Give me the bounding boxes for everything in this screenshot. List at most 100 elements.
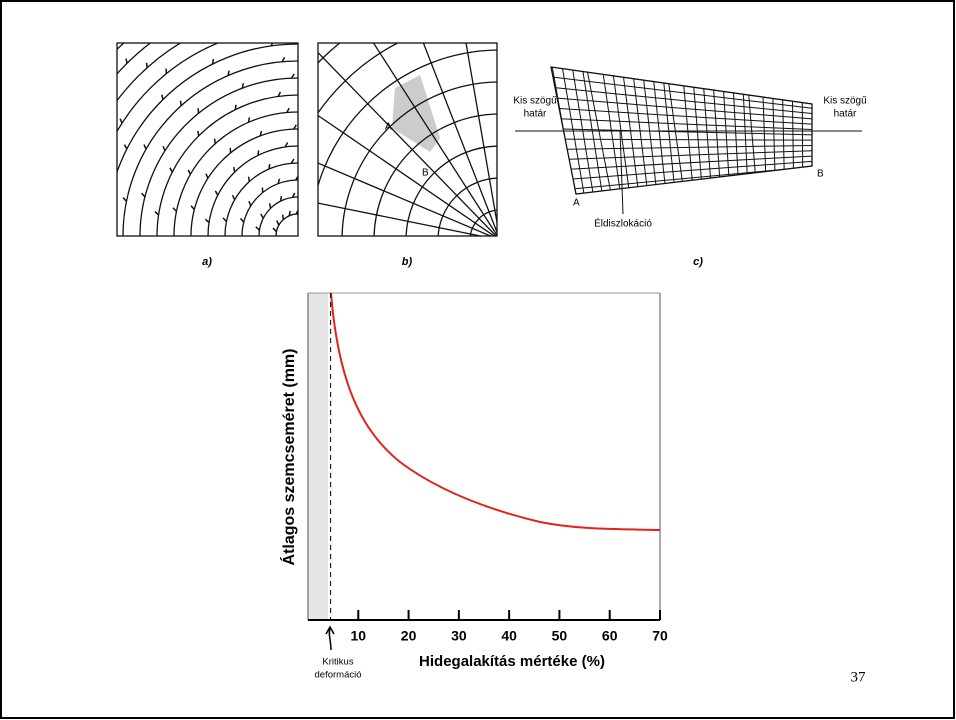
grid-line-v xyxy=(741,67,749,194)
dislocation xyxy=(270,43,274,47)
grid-line-h xyxy=(551,128,812,136)
grid-line-h xyxy=(551,85,812,115)
grid-line-v xyxy=(801,67,804,194)
dislocation xyxy=(54,196,58,199)
grid-ray xyxy=(318,114,496,236)
grid-line-v xyxy=(721,67,731,194)
figure-b-frame xyxy=(317,42,498,237)
dislocation xyxy=(125,58,128,64)
x-axis-label: Hidegalakítás mértéke (%) xyxy=(419,653,605,670)
dislocation xyxy=(284,142,289,148)
point-label: B xyxy=(422,168,429,179)
dislocation xyxy=(79,122,81,126)
dislocation xyxy=(204,218,210,224)
dislocation xyxy=(92,181,95,185)
dislocation xyxy=(268,203,272,209)
grid-line-v xyxy=(560,67,586,194)
page-number: 37 xyxy=(851,669,867,685)
dislocation xyxy=(224,36,225,41)
dislocation xyxy=(286,107,290,113)
annotation: Kritikus xyxy=(322,657,353,668)
dislocation xyxy=(247,176,251,182)
dislocation xyxy=(277,178,281,184)
dislocation xyxy=(288,210,291,216)
dislocation xyxy=(208,24,209,29)
dislocation xyxy=(293,124,297,130)
grid-ray xyxy=(318,162,493,236)
figure-label: c) xyxy=(693,256,703,268)
annotation: deformáció xyxy=(315,670,362,681)
dislocation xyxy=(248,200,252,207)
dislocation xyxy=(260,213,264,219)
dislocation xyxy=(214,190,219,196)
dislocation xyxy=(239,217,245,223)
dislocation xyxy=(233,167,236,173)
x-tick-label: 40 xyxy=(501,628,517,644)
dislocation xyxy=(278,7,280,11)
dislocation xyxy=(162,145,166,152)
grid-ray xyxy=(318,51,497,236)
dislocation xyxy=(222,217,227,223)
annotation: Kis szögű xyxy=(823,96,867,107)
critical-band xyxy=(308,293,328,620)
grid-line-v xyxy=(731,67,740,194)
grid-line-h xyxy=(551,106,812,126)
dislocation xyxy=(255,226,260,231)
dislocation xyxy=(179,100,182,106)
y-axis-label: Átlagos szemcseméret (mm) xyxy=(279,349,298,566)
dislocation xyxy=(123,144,128,150)
point-label: B xyxy=(817,169,824,180)
dislocation xyxy=(161,94,164,100)
grid-ray xyxy=(372,43,497,236)
grid-line-h xyxy=(551,75,812,110)
grid-ray xyxy=(422,43,497,235)
figure-label: b) xyxy=(402,256,413,268)
grid-line-h xyxy=(551,96,812,120)
x-tick-label: 20 xyxy=(401,628,417,644)
grid-ray xyxy=(465,43,497,227)
figure-a-frame xyxy=(116,42,299,237)
x-tick-label: 10 xyxy=(350,628,366,644)
dislocation xyxy=(205,173,209,179)
annotation: határ xyxy=(524,109,547,120)
grid-line-v xyxy=(650,67,668,194)
dislocation xyxy=(281,56,286,63)
chart: 10 20 30 40 50 60 70 xyxy=(330,293,668,644)
grid-line-v xyxy=(791,67,795,194)
dislocation xyxy=(227,70,230,76)
grid-arc xyxy=(318,49,497,188)
grid-line-v xyxy=(570,67,595,194)
grid-arc xyxy=(318,43,400,115)
figure-a xyxy=(43,7,298,236)
grid-line-v xyxy=(771,67,777,194)
dislocation xyxy=(100,119,102,124)
grid-line-h xyxy=(551,117,812,131)
dislocation xyxy=(259,130,263,137)
grid-line-v xyxy=(781,67,786,194)
dislocation xyxy=(277,91,282,97)
dislocation xyxy=(272,227,277,233)
grid-line-h xyxy=(551,155,812,172)
pointer xyxy=(619,129,624,215)
annotation: határ xyxy=(834,109,857,120)
grid-line-v xyxy=(640,67,659,194)
x-tick-label: 50 xyxy=(552,628,568,644)
dislocation xyxy=(43,168,46,172)
grid-line-h xyxy=(551,138,812,141)
figure-b xyxy=(318,43,497,236)
dislocation xyxy=(73,188,76,192)
dislocation xyxy=(145,62,148,68)
grid-line-h xyxy=(551,160,812,182)
dislocation xyxy=(257,150,260,156)
dislocation xyxy=(169,167,173,173)
dislocation xyxy=(281,214,285,220)
annotation: Éldiszlokáció xyxy=(594,217,652,230)
dislocation xyxy=(190,205,195,211)
grid-line-v xyxy=(660,67,677,194)
dislocation xyxy=(141,192,146,198)
grid-line-v xyxy=(620,67,641,194)
dislocation xyxy=(234,104,237,110)
dislocation xyxy=(190,13,191,18)
dislocation xyxy=(172,207,178,212)
